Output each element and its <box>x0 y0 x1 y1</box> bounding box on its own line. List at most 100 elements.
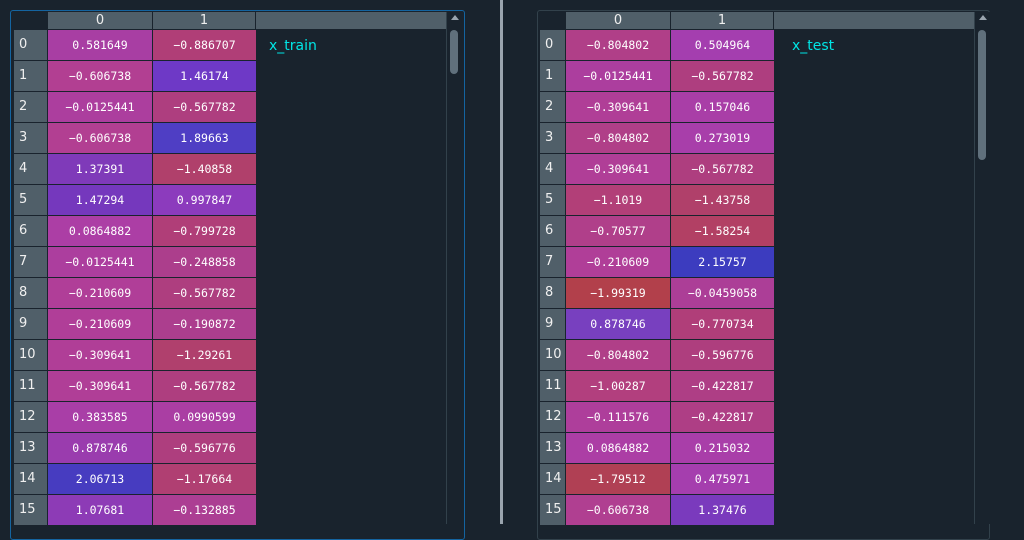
table-cell[interactable]: −0.804802 <box>566 340 670 370</box>
table-cell[interactable]: −1.00287 <box>566 371 670 401</box>
table-cell[interactable]: −0.309641 <box>48 371 152 401</box>
row-header[interactable]: 3 <box>14 123 47 153</box>
table-cell[interactable]: 0.273019 <box>671 123 774 153</box>
row-header[interactable]: 14 <box>14 464 47 494</box>
vertical-scrollbar[interactable] <box>446 12 462 524</box>
scroll-handle[interactable] <box>978 30 986 160</box>
table-cell[interactable]: −0.190872 <box>153 309 256 339</box>
table-cell[interactable]: −0.422817 <box>671 371 774 401</box>
table-cell[interactable]: −0.210609 <box>48 278 152 308</box>
scroll-handle[interactable] <box>450 30 458 74</box>
row-header[interactable]: 13 <box>14 433 47 463</box>
row-header[interactable]: 8 <box>14 278 47 308</box>
vertical-scrollbar[interactable] <box>974 12 990 524</box>
row-header[interactable]: 12 <box>14 402 47 432</box>
table-cell[interactable]: 2.15757 <box>671 247 774 277</box>
table-cell[interactable]: 1.89663 <box>153 123 256 153</box>
table-cell[interactable]: −0.596776 <box>671 340 774 370</box>
table-cell[interactable]: −1.1019 <box>566 185 670 215</box>
table-cell[interactable]: 0.383585 <box>48 402 152 432</box>
table-cell[interactable]: 0.0864882 <box>566 433 670 463</box>
row-header[interactable]: 5 <box>14 185 47 215</box>
table-cell[interactable]: −0.886707 <box>153 30 256 60</box>
table-cell[interactable]: 0.475971 <box>671 464 774 494</box>
table-cell[interactable]: −1.17664 <box>153 464 256 494</box>
table-cell[interactable]: −0.70577 <box>566 216 670 246</box>
scroll-up-arrow-icon[interactable] <box>451 15 459 20</box>
table-cell[interactable]: −0.0459058 <box>671 278 774 308</box>
table-cell[interactable]: −0.567782 <box>153 371 256 401</box>
table-cell[interactable]: −0.596776 <box>153 433 256 463</box>
row-header[interactable]: 10 <box>14 340 47 370</box>
table-cell[interactable]: −0.422817 <box>671 402 774 432</box>
table-cell[interactable]: 0.0990599 <box>153 402 256 432</box>
table-cell[interactable]: −0.0125441 <box>48 92 152 122</box>
table-cell[interactable]: 1.37391 <box>48 154 152 184</box>
table-cell[interactable]: −1.43758 <box>671 185 774 215</box>
row-header[interactable]: 3 <box>540 123 565 153</box>
table-cell[interactable]: −0.567782 <box>671 154 774 184</box>
column-header-0[interactable]: 0 <box>566 12 671 29</box>
table-cell[interactable]: 0.504964 <box>671 30 774 60</box>
row-header[interactable]: 9 <box>14 309 47 339</box>
table-cell[interactable]: 0.878746 <box>48 433 152 463</box>
table-cell[interactable]: −1.40858 <box>153 154 256 184</box>
table-cell[interactable]: −1.29261 <box>153 340 256 370</box>
row-header[interactable]: 5 <box>540 185 565 215</box>
table-cell[interactable]: −0.567782 <box>153 278 256 308</box>
table-cell[interactable]: −0.804802 <box>566 123 670 153</box>
row-header[interactable]: 1 <box>14 61 47 91</box>
row-header[interactable]: 8 <box>540 278 565 308</box>
row-header[interactable]: 7 <box>14 247 47 277</box>
table-cell[interactable]: −0.309641 <box>566 154 670 184</box>
pane-splitter[interactable] <box>498 0 505 524</box>
table-cell[interactable]: 1.37476 <box>671 495 774 525</box>
row-header[interactable]: 12 <box>540 402 565 432</box>
table-cell[interactable]: −0.606738 <box>566 495 670 525</box>
row-header[interactable]: 15 <box>540 495 565 525</box>
table-cell[interactable]: −0.210609 <box>48 309 152 339</box>
row-header[interactable]: 11 <box>14 371 47 401</box>
row-header[interactable]: 0 <box>14 30 47 60</box>
table-cell[interactable]: 2.06713 <box>48 464 152 494</box>
table-cell[interactable]: −0.210609 <box>566 247 670 277</box>
scroll-up-arrow-icon[interactable] <box>979 15 987 20</box>
table-cell[interactable]: 1.47294 <box>48 185 152 215</box>
row-header[interactable]: 1 <box>540 61 565 91</box>
table-cell[interactable]: −0.799728 <box>153 216 256 246</box>
table-cell[interactable]: 0.878746 <box>566 309 670 339</box>
row-header[interactable]: 4 <box>14 154 47 184</box>
row-header[interactable]: 4 <box>540 154 565 184</box>
table-cell[interactable]: −0.248858 <box>153 247 256 277</box>
table-cell[interactable]: 0.581649 <box>48 30 152 60</box>
row-header[interactable]: 13 <box>540 433 565 463</box>
row-header[interactable]: 2 <box>14 92 47 122</box>
row-header[interactable]: 9 <box>540 309 565 339</box>
column-header-0[interactable]: 0 <box>48 12 153 29</box>
table-cell[interactable]: −0.606738 <box>48 61 152 91</box>
table-cell[interactable]: −1.79512 <box>566 464 670 494</box>
row-header[interactable]: 6 <box>540 216 565 246</box>
table-cell[interactable]: −0.132885 <box>153 495 256 525</box>
table-cell[interactable]: 0.157046 <box>671 92 774 122</box>
table-cell[interactable]: 1.07681 <box>48 495 152 525</box>
row-header[interactable]: 2 <box>540 92 565 122</box>
table-cell[interactable]: −1.99319 <box>566 278 670 308</box>
row-header[interactable]: 7 <box>540 247 565 277</box>
column-header-1[interactable]: 1 <box>671 12 774 29</box>
row-header[interactable]: 10 <box>540 340 565 370</box>
row-header[interactable]: 14 <box>540 464 565 494</box>
row-header[interactable]: 15 <box>14 495 47 525</box>
table-cell[interactable]: −0.804802 <box>566 30 670 60</box>
column-header-1[interactable]: 1 <box>153 12 256 29</box>
table-cell[interactable]: −0.0125441 <box>48 247 152 277</box>
table-cell[interactable]: −0.0125441 <box>566 61 670 91</box>
table-cell[interactable]: −0.567782 <box>671 61 774 91</box>
table-cell[interactable]: 0.0864882 <box>48 216 152 246</box>
table-cell[interactable]: −1.58254 <box>671 216 774 246</box>
row-header[interactable]: 0 <box>540 30 565 60</box>
table-cell[interactable]: 0.997847 <box>153 185 256 215</box>
table-cell[interactable]: 0.215032 <box>671 433 774 463</box>
table-cell[interactable]: −0.309641 <box>48 340 152 370</box>
table-cell[interactable]: −0.567782 <box>153 92 256 122</box>
